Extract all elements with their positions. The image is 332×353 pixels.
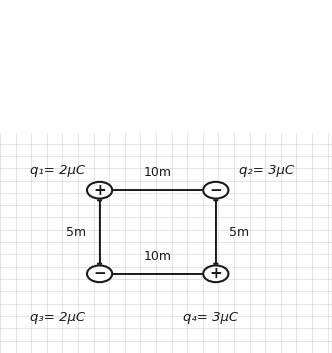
Text: 5m: 5m [229, 226, 249, 239]
Text: 10m: 10m [144, 166, 172, 179]
Text: Four charges were arranged in space such
that they form a rectangular configurat: Four charges were arranged in space such… [15, 4, 312, 100]
Text: q₁= 2μC: q₁= 2μC [30, 164, 85, 177]
Text: q₄= 3μC: q₄= 3μC [183, 311, 238, 324]
Text: q₂= 3μC: q₂= 3μC [239, 164, 294, 177]
Text: +: + [93, 183, 106, 198]
Text: 5m: 5m [66, 226, 86, 239]
Circle shape [203, 265, 228, 282]
Text: 10m: 10m [144, 250, 172, 263]
Circle shape [87, 182, 112, 198]
Circle shape [87, 265, 112, 282]
Circle shape [203, 182, 228, 198]
Text: −: − [93, 266, 106, 281]
Text: q₃= 2μC: q₃= 2μC [30, 311, 85, 324]
Text: −: − [209, 183, 222, 198]
Text: +: + [209, 266, 222, 281]
